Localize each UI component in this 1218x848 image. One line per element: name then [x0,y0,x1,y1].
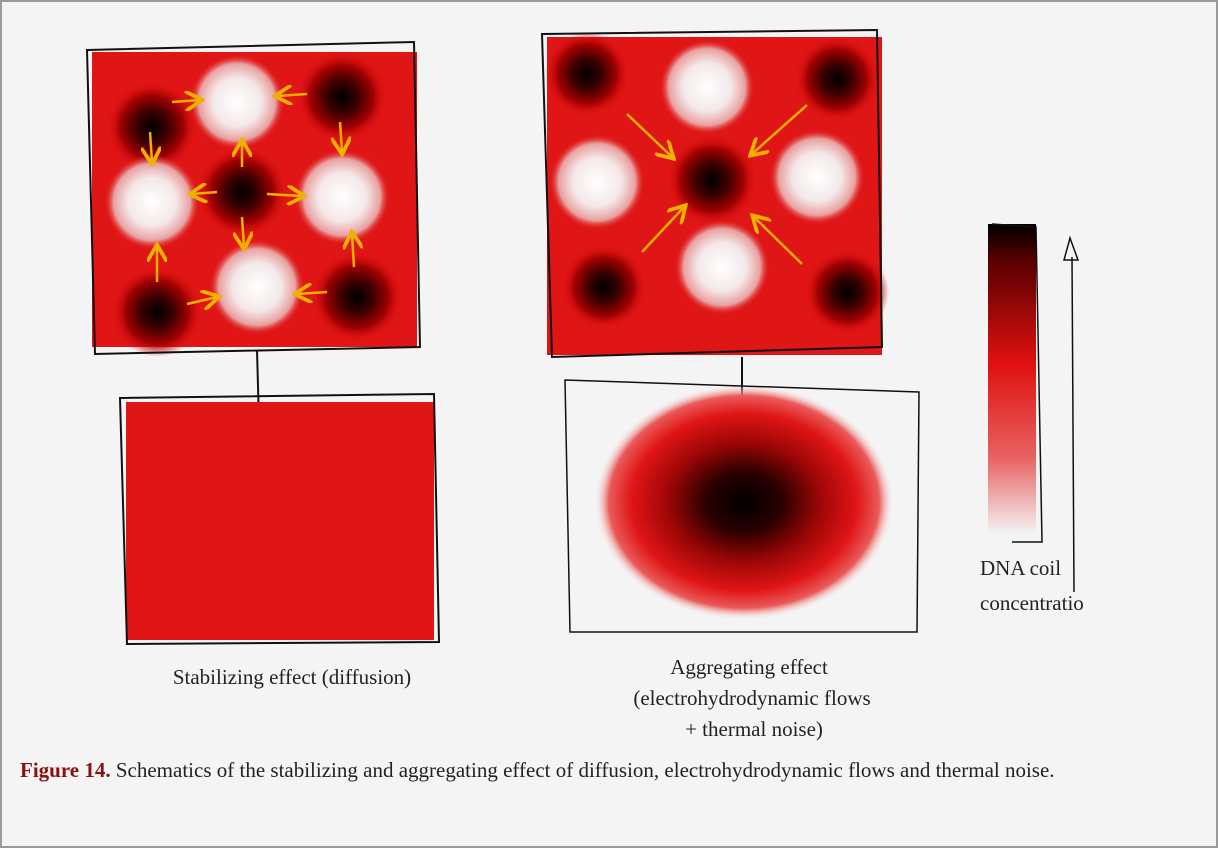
aggregation-result [564,379,920,633]
caption: Figure 14. Schematics of the stabilizing… [20,754,1200,787]
figure-drawing: Stabilizing effect (diffusion) Aggregati… [85,28,1084,741]
caption-label: Figure 14. [20,758,111,782]
label: DNA coil [980,556,1061,580]
caption-text: Schematics of the stabilizing and aggreg… [115,758,1055,782]
diffusion-result [118,392,441,646]
label: concentratio [980,591,1084,615]
diffusion-panel [85,40,422,422]
label: Stabilizing effect (diffusion) [173,665,411,689]
label: Aggregating effect [670,655,828,679]
aggregation-panel [540,28,889,422]
label: (electrohydrodynamic flows [633,686,870,710]
label: + thermal noise) [685,717,823,741]
colorbar [988,223,1080,593]
